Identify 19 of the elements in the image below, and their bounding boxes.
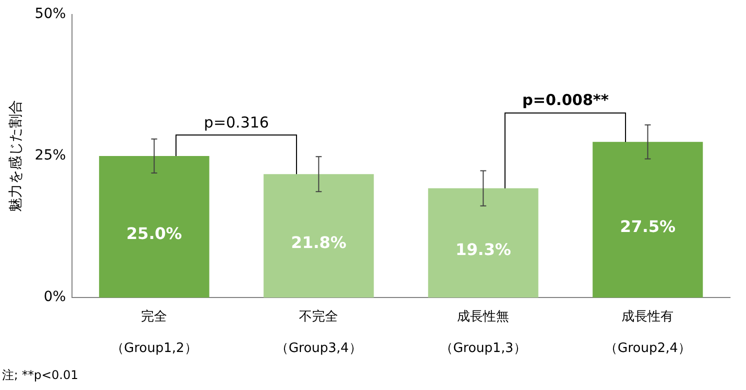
annotation: p=0.316 — [204, 113, 269, 132]
category-label: 成長性無（Group1,3） — [440, 310, 526, 356]
bar — [99, 156, 210, 298]
y-tick-label: 50% — [34, 6, 66, 22]
y-axis-title: 魅力を感じた割合 — [8, 100, 24, 212]
y-tick-label: 25% — [34, 148, 66, 164]
bar — [592, 142, 703, 298]
data-label: 19.3% — [455, 240, 511, 260]
category-label: 不完全（Group3,4） — [276, 310, 362, 356]
data-label: 27.5% — [620, 216, 676, 236]
data-label: 25.0% — [126, 224, 182, 243]
bar — [428, 188, 538, 298]
category-label: 成長性有（Group2,4） — [604, 310, 691, 356]
annotation: p=0.008** — [522, 91, 609, 110]
y-tick-label: 0% — [44, 289, 66, 306]
data-label: 21.8% — [290, 233, 346, 252]
category-label: 完全（Group1,2） — [111, 310, 198, 356]
text: 注; **p<0.01 — [2, 367, 78, 384]
bar — [264, 174, 374, 298]
